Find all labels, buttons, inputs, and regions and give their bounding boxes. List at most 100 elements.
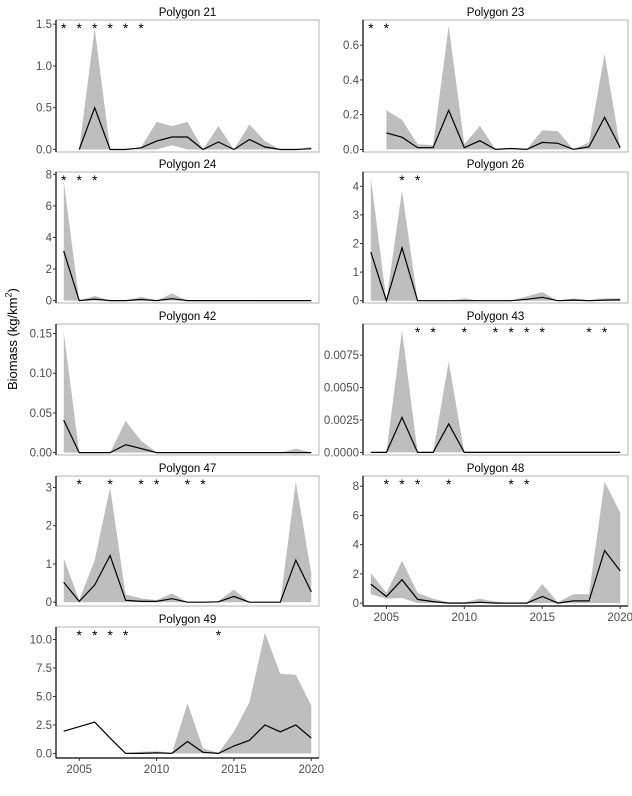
y-tick-label: 0.05 [30, 408, 52, 420]
mean-line [370, 549, 621, 604]
significance-asterisk: * [76, 627, 82, 643]
significance-asterisk: * [107, 627, 113, 643]
y-tick-label: 1.0 [36, 61, 52, 73]
y-tick-label: 8 [46, 169, 52, 181]
y-tick-label: 2 [353, 569, 359, 581]
y-tick-label: 2 [46, 264, 52, 276]
y-tick-label: 0.4 [343, 75, 360, 87]
significance-asterisk: * [399, 476, 405, 492]
panel-title: Polygon 49 [159, 614, 217, 626]
y-tick-label: 0 [353, 296, 359, 308]
confidence-band [79, 28, 312, 150]
panel-polygon-42: Polygon 42 0.00 0.05 0.10 0.15 [30, 311, 320, 460]
y-tick-label: 6 [46, 201, 52, 213]
y-tick-label: 4 [46, 233, 53, 245]
mean-line [386, 108, 621, 151]
significance-asterisk: * [76, 20, 82, 36]
significance-asterisk: * [154, 476, 160, 492]
panel-polygon-48: Polygon 48 0 2 4 6 8 * * * * * * 2005 2010 2015 2020 [353, 463, 632, 624]
panel-title: Polygon 21 [159, 7, 217, 19]
y-tick-label: 0 [353, 598, 359, 610]
confidence-band [370, 481, 621, 604]
significance-asterisk: * [138, 476, 144, 492]
y-tick-label: 0.0 [343, 144, 359, 156]
significance-asterisk: * [524, 324, 530, 340]
x-tick-label: 2005 [374, 612, 400, 624]
mean-line [370, 245, 621, 303]
y-tick-label: 0.6 [343, 40, 359, 52]
x-tick-label: 2005 [66, 764, 92, 776]
panel-title: Polygon 26 [467, 159, 525, 171]
significance-asterisk: * [107, 476, 113, 492]
y-tick-label: 0.2 [343, 110, 359, 122]
significance-asterisk: * [540, 324, 546, 340]
y-tick-label: 0.15 [30, 329, 52, 341]
panel-polygon-21: Polygon 21 0.0 0.5 1.0 1.5 * * * * * * [36, 7, 320, 156]
y-tick-label: 0.0 [36, 748, 52, 760]
significance-asterisk: * [107, 20, 113, 36]
y-tick-label: 0.5 [36, 103, 52, 115]
mean-line [63, 721, 312, 755]
significance-asterisk: * [508, 324, 514, 340]
x-tick-label: 2015 [221, 764, 247, 776]
y-tick-label: 1.5 [36, 19, 52, 31]
y-tick-label: 3 [353, 210, 359, 222]
significance-asterisk: * [415, 172, 421, 188]
x-tick-label: 2010 [144, 764, 170, 776]
significance-asterisk: * [76, 172, 82, 188]
significance-asterisk: * [446, 476, 452, 492]
significance-asterisk: * [200, 476, 206, 492]
significance-asterisk: * [216, 627, 222, 643]
y-tick-label: 0.0000 [324, 447, 359, 459]
significance-asterisk: * [185, 476, 191, 492]
significance-asterisk: * [384, 20, 390, 36]
significance-asterisk: * [92, 172, 98, 188]
significance-asterisk: * [586, 324, 592, 340]
y-tick-label: 0.0050 [324, 383, 359, 395]
significance-asterisk: * [462, 324, 468, 340]
y-tick-label: 10.0 [30, 635, 52, 647]
significance-asterisk: * [92, 627, 98, 643]
x-tick-label: 2020 [607, 612, 632, 624]
significance-asterisk: * [493, 324, 499, 340]
significance-asterisk: * [415, 476, 421, 492]
significance-asterisk: * [384, 476, 390, 492]
y-tick-label: 2 [353, 239, 359, 251]
confidence-band [63, 481, 312, 603]
panel-polygon-24: Polygon 24 0 2 4 6 8 * * * [46, 159, 320, 308]
mean-line [63, 250, 312, 302]
y-tick-label: 4 [353, 540, 360, 552]
y-tick-label: 2 [46, 521, 52, 533]
significance-asterisk: * [123, 20, 129, 36]
y-tick-label: 7.5 [36, 663, 52, 675]
panel-polygon-47: Polygon 47 0 1 2 3 * * * * * * [46, 463, 320, 609]
confidence-band [370, 330, 621, 453]
y-tick-label: 3 [46, 482, 52, 494]
mean-line [370, 415, 621, 453]
significance-asterisk: * [61, 172, 67, 188]
x-tick-label: 2010 [452, 612, 478, 624]
panel-title: Polygon 42 [159, 311, 217, 323]
y-tick-label: 0.0075 [324, 350, 359, 362]
significance-asterisk: * [602, 324, 608, 340]
panel-title: Polygon 24 [159, 159, 217, 171]
significance-asterisk: * [415, 324, 421, 340]
y-tick-label: 0.0 [36, 144, 52, 156]
significance-asterisk: * [524, 476, 530, 492]
significance-asterisk: * [123, 627, 129, 643]
confidence-band [370, 177, 621, 301]
y-tick-label: 6 [353, 510, 359, 522]
mean-line [63, 419, 312, 454]
y-tick-label: 0 [46, 597, 52, 609]
significance-asterisk: * [430, 324, 436, 340]
mean-line [63, 553, 312, 603]
y-tick-label: 0.10 [30, 368, 52, 380]
significance-asterisk: * [92, 20, 98, 36]
significance-asterisk: * [138, 20, 144, 36]
y-tick-label: 0.0025 [324, 415, 359, 427]
significance-asterisk: * [508, 476, 514, 492]
significance-asterisk: * [399, 172, 405, 188]
y-axis-label-text: Biomass (kg/km2) [4, 288, 21, 390]
